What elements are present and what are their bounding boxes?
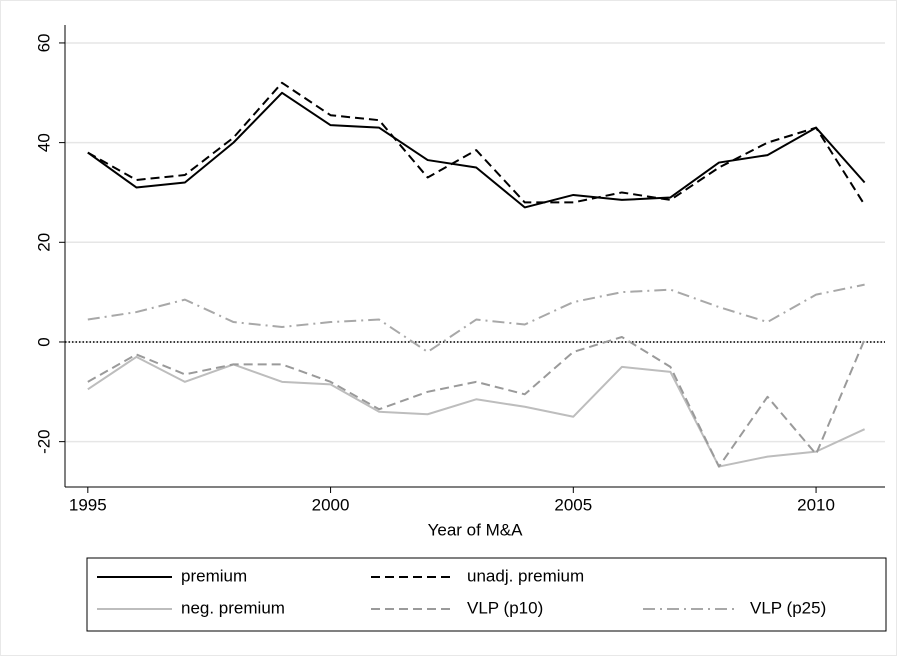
series-line: [87, 355, 866, 468]
y-tick-label: 60: [34, 33, 53, 52]
legend-label: VLP (p25): [750, 598, 826, 617]
legend-label: VLP (p10): [467, 598, 543, 617]
series-line: [87, 91, 866, 209]
y-tick-label: 40: [34, 133, 53, 152]
x-tick-label: 1995: [69, 495, 107, 514]
x-tick-label: 2010: [797, 495, 835, 514]
x-axis-label: Year of M&A: [428, 520, 523, 539]
legend-label: unadj. premium: [467, 566, 584, 585]
y-tick-label: 0: [34, 337, 53, 346]
y-tick-label: -20: [34, 429, 53, 454]
series-line: [87, 335, 866, 468]
x-tick-label: 2005: [554, 495, 592, 514]
y-tick-label: 20: [34, 233, 53, 252]
x-tick-label: 2000: [312, 495, 350, 514]
legend-label: neg. premium: [181, 598, 285, 617]
legend-box: [86, 557, 887, 632]
series-line: [87, 283, 865, 353]
legend-label: premium: [181, 566, 247, 585]
